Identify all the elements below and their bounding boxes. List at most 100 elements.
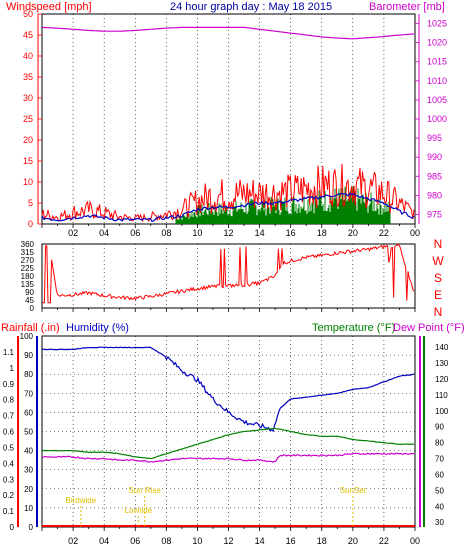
windspeed-tick-label: 25 xyxy=(23,114,33,124)
temperature-tick-label: 120 xyxy=(435,375,449,384)
barometer-tick-label: 995 xyxy=(427,133,442,143)
x-tick-label-humidity: 20 xyxy=(348,536,358,546)
barometer-tick-label: 975 xyxy=(427,209,442,219)
x-tick-label-humidity: 16 xyxy=(286,536,296,546)
humidity-tick-label: 10 xyxy=(24,504,33,513)
x-tick-label-humidity: 14 xyxy=(255,536,265,546)
rainfall-tick-label: 0.1 xyxy=(3,507,15,516)
x-tick-label-humidity: 00 xyxy=(410,536,420,546)
windspeed-tick-label: 5 xyxy=(28,198,33,208)
rainfall-tick-label: 0.7 xyxy=(3,412,15,421)
windspeed-tick-label: 30 xyxy=(23,93,33,103)
x-tick-label-wind: 08 xyxy=(161,228,171,238)
direction-tick-label: 225 xyxy=(21,264,35,273)
x-tick-label-humidity: 04 xyxy=(99,536,109,546)
humidity-tick-label: 70 xyxy=(24,389,33,398)
direction-tick-label: 45 xyxy=(25,296,34,305)
temperature-tick-label: 50 xyxy=(435,486,444,495)
barometer-tick-label: 985 xyxy=(427,171,442,181)
temperature-tick-label: 30 xyxy=(435,518,444,527)
temperature-axis-title: Temperature (°F) xyxy=(312,322,395,334)
wind-direction-line xyxy=(42,243,415,304)
humidity-line xyxy=(41,346,415,433)
barometer-tick-label: 1025 xyxy=(427,19,447,29)
rainfall-tick-label: 0.2 xyxy=(3,491,15,500)
rainfall-tick-label: 0.8 xyxy=(3,396,15,405)
x-tick-label-humidity: 12 xyxy=(223,536,233,546)
windspeed-tick-label: 15 xyxy=(23,156,33,166)
windspeed-tick-label: 50 xyxy=(23,9,33,19)
barometer-tick-label: 990 xyxy=(427,152,442,162)
humidity-axis-title: Humidity (%) xyxy=(66,322,129,334)
humidity-tick-label: 80 xyxy=(24,370,33,379)
direction-tick-label: 90 xyxy=(25,288,34,297)
temperature-tick-label: 40 xyxy=(435,502,444,511)
humidity-tick-label: 0 xyxy=(29,523,34,532)
direction-tick-label: 315 xyxy=(21,248,35,257)
temperature-tick-label: 100 xyxy=(435,407,449,416)
x-tick-label-wind: 18 xyxy=(317,228,327,238)
x-tick-label-wind: 14 xyxy=(255,228,265,238)
barometer-tick-label: 1020 xyxy=(427,38,447,48)
event-marker-label: Sun Rise xyxy=(128,486,161,495)
direction-tick-label: 270 xyxy=(21,256,35,265)
barometer-tick-label: 980 xyxy=(427,190,442,200)
wind-average-line xyxy=(41,192,415,223)
event-marker-label: Lowtide xyxy=(125,506,153,515)
x-tick-label-wind: 16 xyxy=(286,228,296,238)
humidity-tick-label: 60 xyxy=(24,408,33,417)
x-tick-label-humidity: 22 xyxy=(379,536,389,546)
windspeed-line xyxy=(41,163,415,223)
rainfall-tick-label: 0.3 xyxy=(3,475,15,484)
temperature-tick-label: 80 xyxy=(435,439,444,448)
direction-tick-label: 0 xyxy=(30,304,35,313)
humidity-tick-label: 30 xyxy=(24,466,33,475)
windspeed-tick-label: 35 xyxy=(23,72,33,82)
windspeed-tick-label: 0 xyxy=(28,219,33,229)
humidity-tick-label: 100 xyxy=(20,332,34,341)
x-tick-label-humidity: 08 xyxy=(161,536,171,546)
barometer-tick-label: 1010 xyxy=(427,76,447,86)
temperature-tick-label: 110 xyxy=(435,391,448,400)
temperature-tick-label: 90 xyxy=(435,423,444,432)
barometer-tick-label: 1000 xyxy=(427,114,447,124)
barometer-tick-label: 1005 xyxy=(427,95,447,105)
windspeed-tick-label: 20 xyxy=(23,135,33,145)
x-tick-label-wind: 12 xyxy=(223,228,233,238)
rainfall-tick-label: 1.1 xyxy=(3,348,15,357)
temperature-tick-label: 70 xyxy=(435,455,444,464)
humidity-tick-label: 50 xyxy=(24,428,33,437)
rainfall-tick-label: 0.9 xyxy=(3,380,15,389)
barometer-line xyxy=(41,26,415,40)
x-tick-label-wind: 06 xyxy=(130,228,140,238)
chart-title: 24 hour graph day : May 18 2015 xyxy=(170,1,332,13)
compass-label-s: S xyxy=(434,271,442,285)
direction-tick-label: 360 xyxy=(21,240,35,249)
rainfall-axis-title: Rainfall (.in) xyxy=(1,322,60,334)
x-tick-label-humidity: 10 xyxy=(192,536,202,546)
rainfall-tick-label: 0 xyxy=(10,523,15,532)
compass-label-e: E xyxy=(434,288,442,302)
temperature-tick-label: 130 xyxy=(435,359,449,368)
rainfall-tick-label: 0.6 xyxy=(3,428,15,437)
windspeed-tick-label: 40 xyxy=(23,51,33,61)
x-tick-label-wind: 02 xyxy=(68,228,78,238)
humidity-tick-label: 90 xyxy=(24,351,33,360)
temperature-line xyxy=(42,427,415,460)
rainfall-tick-label: 0.4 xyxy=(3,459,15,468)
windspeed-tick-label: 45 xyxy=(23,30,33,40)
temperature-tick-label: 140 xyxy=(435,343,449,352)
rainfall-tick-label: 1 xyxy=(10,364,15,373)
compass-label-n: N xyxy=(434,237,443,251)
event-marker-label: SunSet xyxy=(340,486,367,495)
windspeed-tick-label: 10 xyxy=(23,177,33,187)
barometer-tick-label: 1015 xyxy=(427,57,447,67)
x-tick-label-humidity: 02 xyxy=(68,536,78,546)
compass-label-n: N xyxy=(434,305,443,319)
x-tick-label-humidity: 06 xyxy=(130,536,140,546)
x-tick-label-wind: 22 xyxy=(379,228,389,238)
dew-point-line xyxy=(41,452,415,463)
x-tick-label-wind: 04 xyxy=(99,228,109,238)
humidity-tick-label: 40 xyxy=(24,447,33,456)
